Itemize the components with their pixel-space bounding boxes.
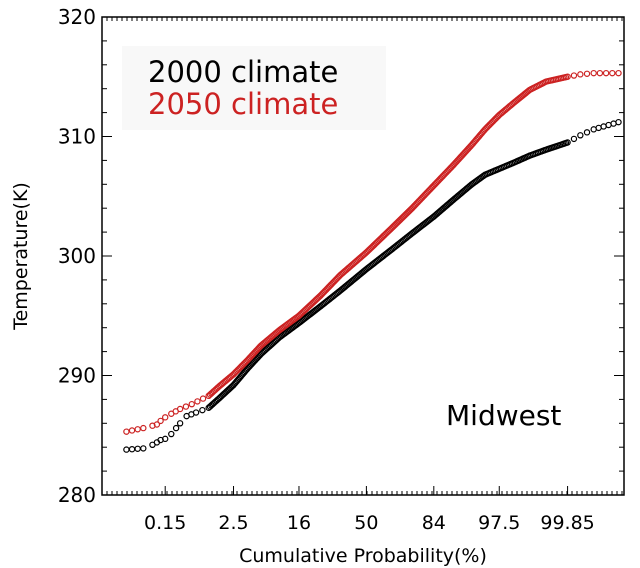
data-point [128,427,136,434]
data-point [162,414,169,421]
data-point [162,435,169,443]
y-tick-label: 290 [58,364,96,388]
data-point [577,71,584,78]
data-point [188,400,195,408]
data-point [172,424,180,432]
data-point [570,72,578,79]
data-point [140,445,147,452]
data-point [583,129,591,136]
data-point [182,403,190,410]
data-point [140,424,147,432]
data-point [596,69,604,77]
data-point [194,398,201,405]
legend-box [122,46,386,130]
data-point [176,405,184,413]
data-point [128,445,136,453]
x-tick-label: 2.5 [218,512,248,534]
data-point [615,69,622,77]
data-point [609,69,616,77]
data-point [564,139,571,146]
data-point [615,118,622,126]
x-tick-label: 97.5 [478,512,520,534]
data-point [153,421,161,428]
data-point [134,445,141,452]
data-point [192,409,200,416]
data-point [168,430,175,438]
data-point [583,70,591,77]
y-tick-label: 280 [58,483,96,507]
data-point [577,132,584,139]
x-tick-label: 0.15 [144,512,186,534]
series-2000-climate [123,118,622,453]
region-annotation: Midwest [446,399,561,432]
legend-entry-2050-climate: 2050 climate [148,87,338,121]
data-point [199,395,207,402]
x-tick-label: 50 [354,512,378,534]
data-point [176,420,184,427]
x-tick-label: 84 [422,512,446,534]
data-point [123,428,130,435]
series-2050-climate [123,69,622,435]
y-tick-label: 300 [58,244,96,268]
y-tick-label: 310 [58,125,96,149]
legend: 2000 climate 2050 climate [122,46,386,130]
data-point [602,69,610,77]
legend-entry-2000-climate: 2000 climate [148,55,338,89]
y-axis-title: Temperature(K) [10,182,32,331]
y-axis-ticks: 280 290 300 310 320 [58,5,624,507]
x-axis-ticks: 0.15 2.5 16 50 84 97.5 99.85 [101,17,623,534]
data-point [123,446,130,453]
data-point [564,73,571,80]
data-point [199,406,206,414]
x-tick-label: 16 [287,512,311,534]
data-series [123,69,622,453]
data-point [157,417,164,425]
x-axis-title: Cumulative Probability(%) [239,545,487,567]
data-point [134,426,141,433]
y-tick-label: 320 [58,5,96,29]
x-tick-label: 99.85 [540,512,594,534]
data-point [590,69,597,77]
data-point [570,135,578,143]
